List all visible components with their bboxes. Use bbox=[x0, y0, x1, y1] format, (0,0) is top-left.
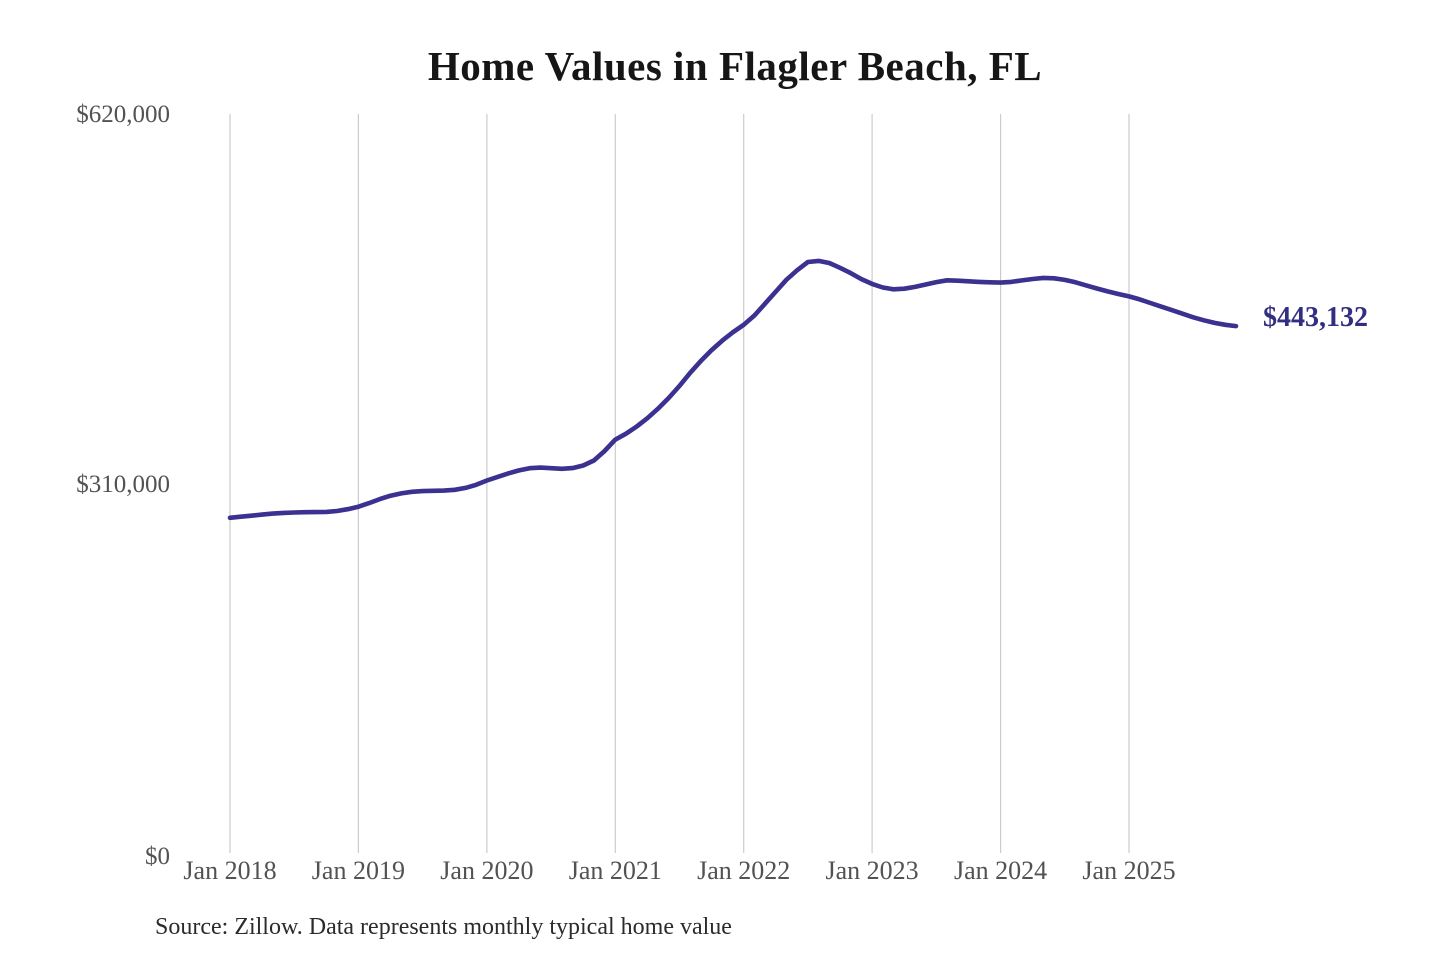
value-line-group bbox=[227, 258, 1239, 521]
x-tick-label: Jan 2024 bbox=[954, 856, 1048, 885]
x-tick-label: Jan 2023 bbox=[825, 856, 919, 885]
chart-title: Home Values in Flagler Beach, FL bbox=[427, 43, 1043, 89]
x-tick-label: Jan 2019 bbox=[311, 856, 405, 885]
x-tick-label: Jan 2021 bbox=[568, 856, 662, 885]
gridlines-group bbox=[229, 114, 1130, 853]
y-tick-label: $310,000 bbox=[76, 471, 170, 498]
x-tick-label: Jan 2018 bbox=[183, 856, 277, 885]
current-value-label: $443,132 bbox=[1263, 302, 1368, 334]
home-value-line bbox=[227, 258, 1239, 521]
y-tick-label: $620,000 bbox=[76, 101, 170, 128]
x-tick-label: Jan 2020 bbox=[440, 856, 534, 885]
x-tick-label: Jan 2025 bbox=[1082, 856, 1176, 885]
y-tick-label: $0 bbox=[145, 843, 170, 870]
source-note: Source: Zillow. Data represents monthly … bbox=[155, 914, 732, 940]
x-tick-label: Jan 2022 bbox=[697, 856, 791, 885]
